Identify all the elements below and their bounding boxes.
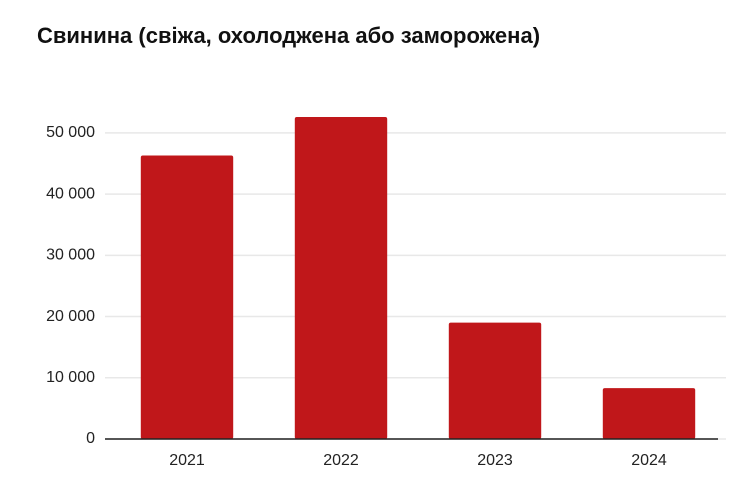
chart-title: Свинина (свіжа, охолоджена або заморожен… (37, 23, 540, 48)
x-tick-label: 2021 (169, 452, 205, 469)
bar (294, 116, 388, 439)
bar (140, 155, 234, 439)
y-tick-label: 10 000 (46, 369, 95, 386)
x-tick-label: 2024 (631, 452, 667, 469)
y-tick-label: 50 000 (46, 124, 95, 141)
bar (448, 322, 542, 439)
y-tick-label: 30 000 (46, 247, 95, 264)
y-tick-label: 0 (86, 430, 95, 447)
y-tick-label: 20 000 (46, 308, 95, 325)
x-tick-label: 2023 (477, 452, 513, 469)
x-tick-label: 2022 (323, 452, 359, 469)
bar (602, 388, 696, 439)
y-tick-label: 40 000 (46, 185, 95, 202)
